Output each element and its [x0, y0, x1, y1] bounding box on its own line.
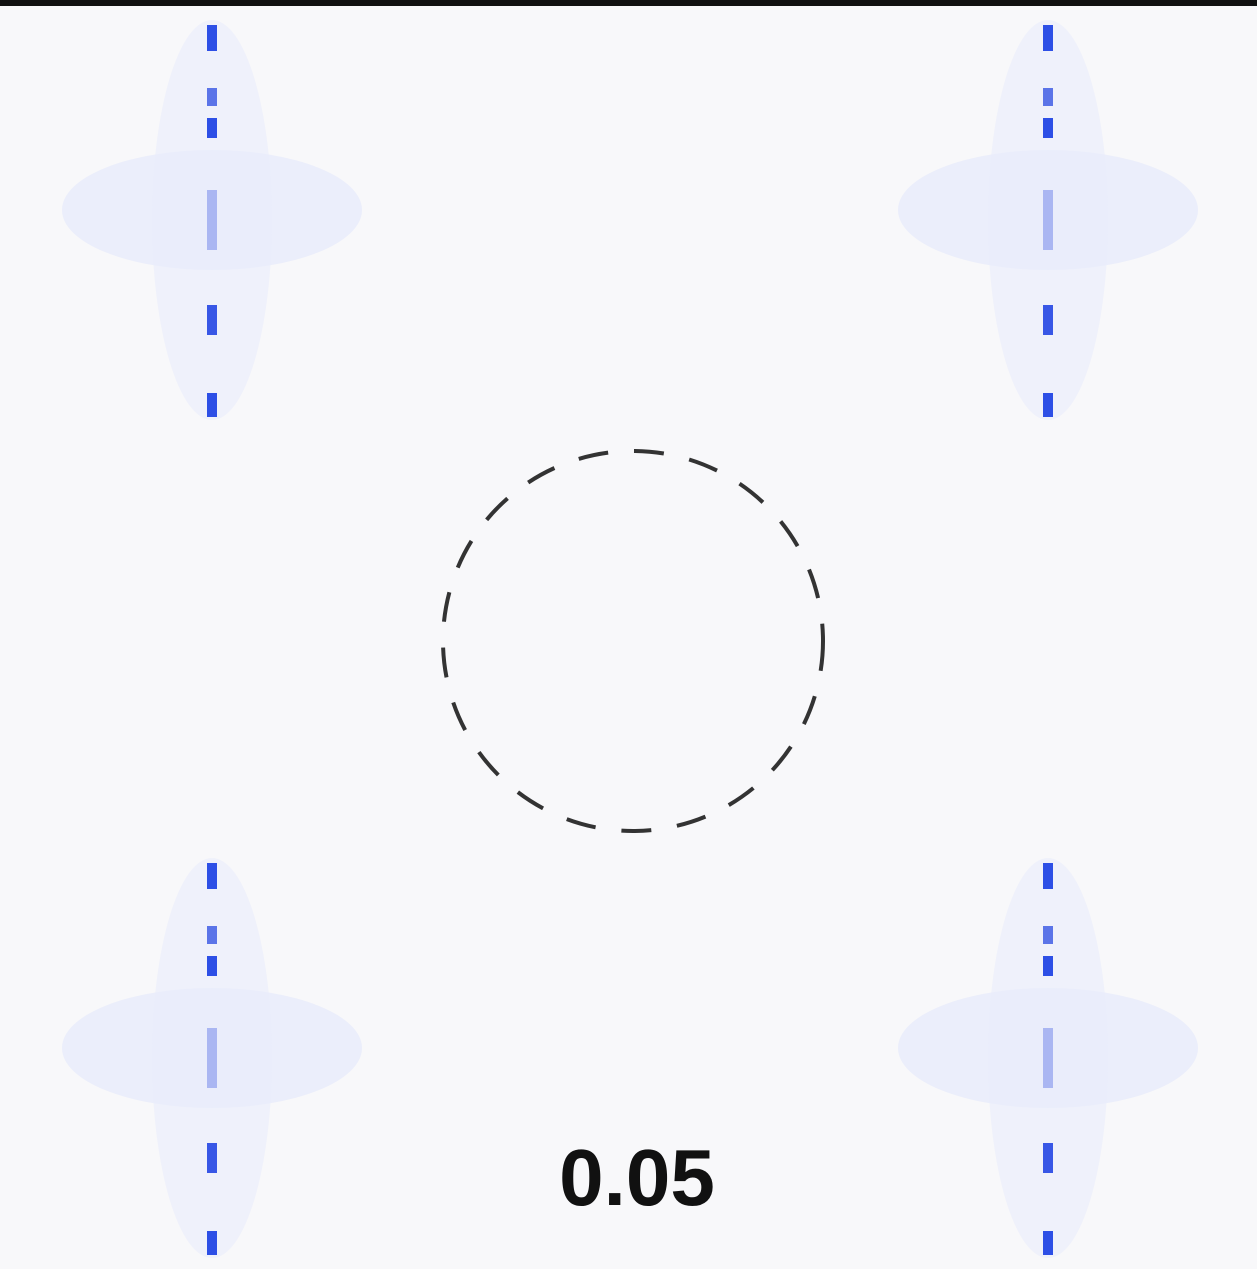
scale-label: 0.05 [559, 1133, 715, 1222]
dashed-circle [441, 449, 825, 833]
top-border [0, 0, 1257, 6]
